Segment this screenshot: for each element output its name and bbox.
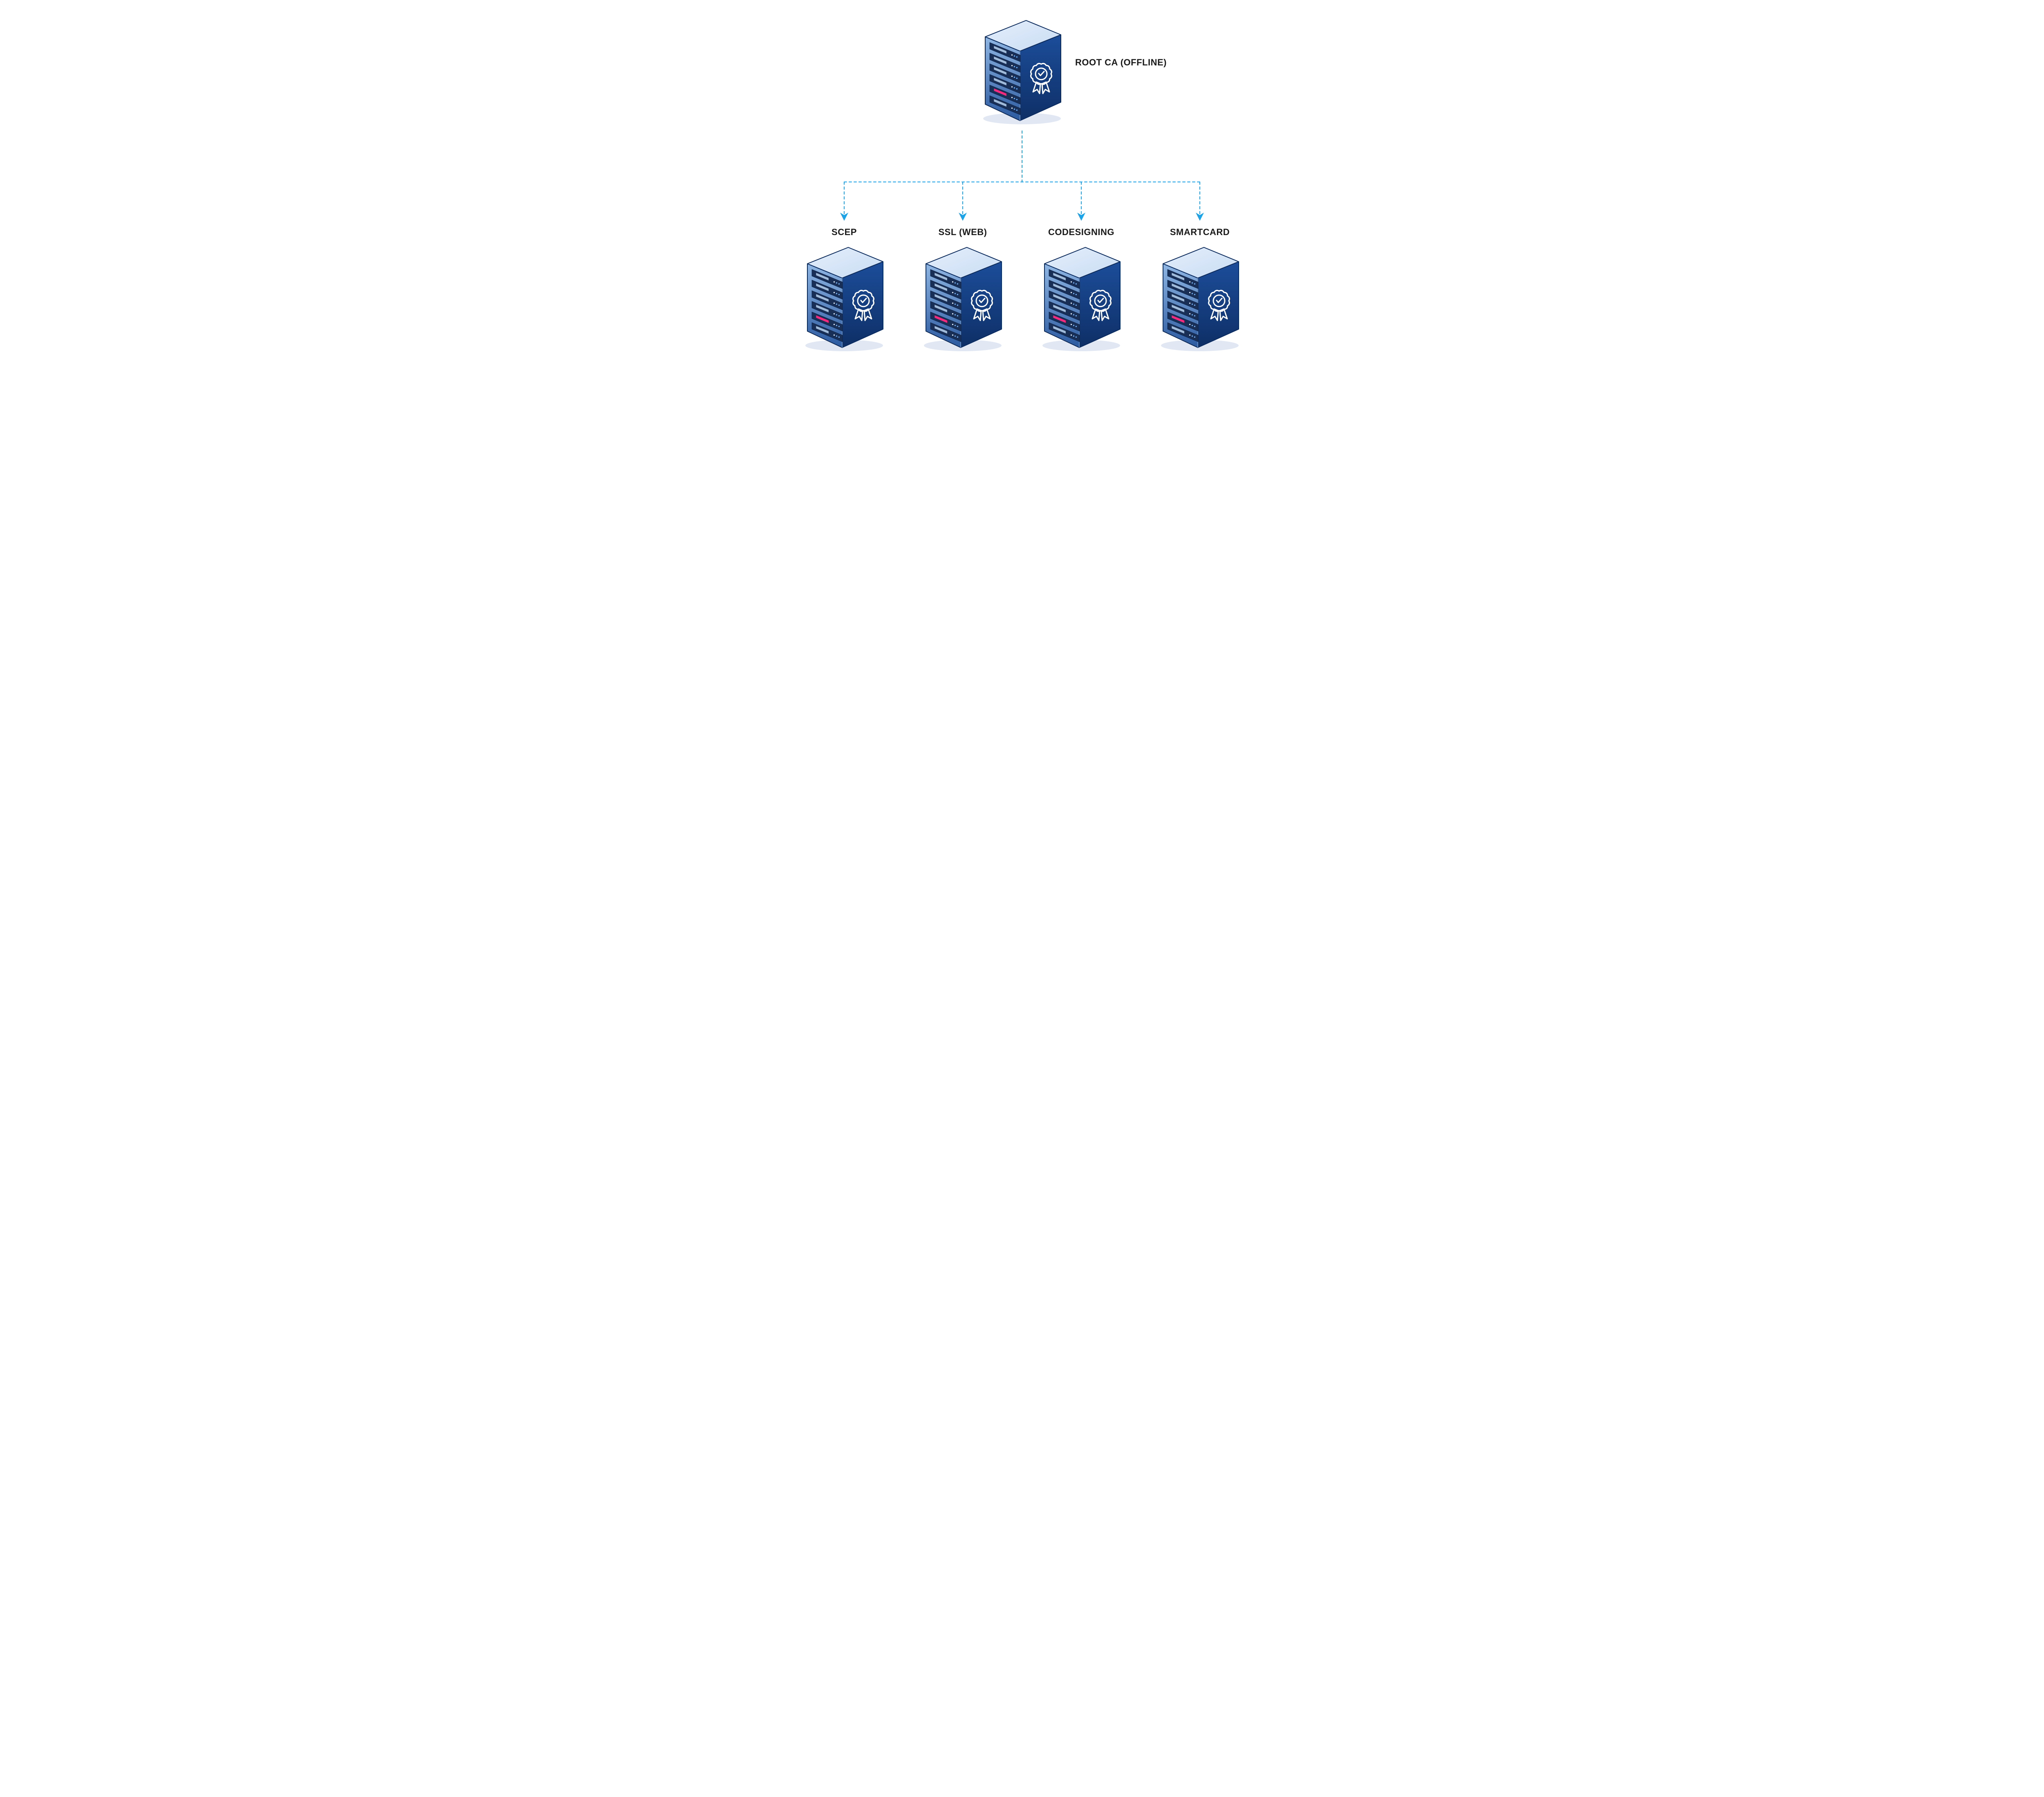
label-codesigning: CODESIGNING <box>1048 227 1114 238</box>
label-smartcard: SMARTCARD <box>1170 227 1230 238</box>
server-icon <box>1038 245 1124 352</box>
server-root-ca <box>979 18 1065 125</box>
server-icon <box>979 18 1065 125</box>
server-icon <box>801 245 887 352</box>
server-scep <box>801 245 887 352</box>
diagram-canvas: ROOT CA (OFFLINE) SCEP SSL (WEB) CODESIG… <box>773 0 1271 399</box>
label-scep: SCEP <box>831 227 857 238</box>
server-codesigning <box>1038 245 1124 352</box>
server-smartcard <box>1157 245 1243 352</box>
server-ssl <box>920 245 1006 352</box>
label-ssl: SSL (WEB) <box>939 227 987 238</box>
label-root-ca: ROOT CA (OFFLINE) <box>1075 57 1167 68</box>
server-icon <box>1157 245 1243 352</box>
server-icon <box>920 245 1006 352</box>
